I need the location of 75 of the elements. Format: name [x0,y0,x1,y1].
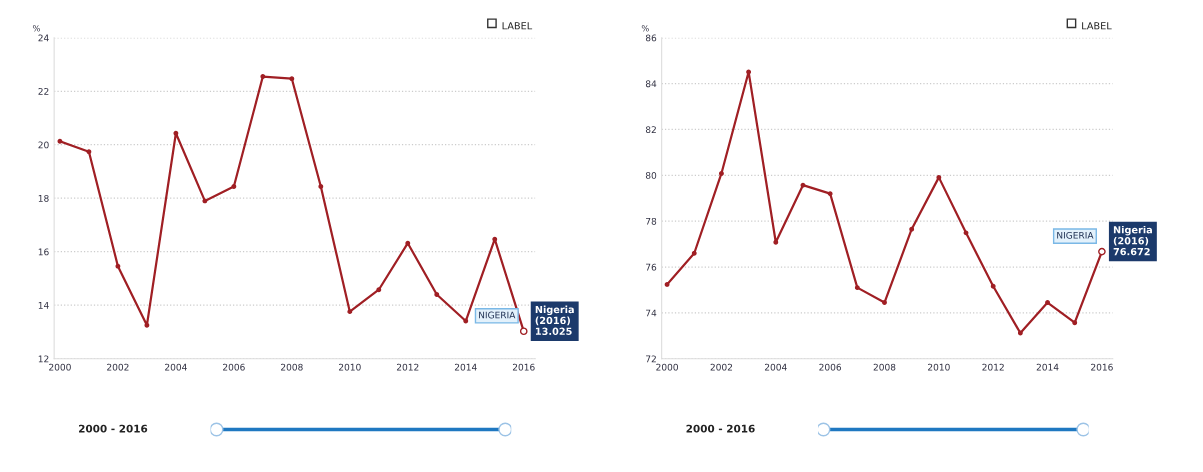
x-tick-label: 2008 [281,363,303,371]
point [773,239,779,245]
point [909,226,915,232]
x-tick-label: 2012 [396,363,419,371]
x-tick-label: 2006 [819,363,842,371]
y-tick-label: 76 [646,263,657,271]
x-tick-label: 2010 [338,363,361,371]
y-axis-title: % [32,25,40,32]
annotation: NIGERIA [1057,231,1094,239]
x-tick-label: 2000 [656,363,678,371]
point [376,287,382,293]
y-tick-label: 82 [645,126,656,134]
annotation: NIGERIA [479,311,516,319]
point [936,174,942,180]
point [231,184,237,189]
x-tick-label: 2014 [454,363,477,371]
point [57,138,63,144]
point [719,171,724,176]
x-tick-label: 2000 [49,363,71,371]
text: Nigeria (2016) 76.672 [1113,225,1152,256]
y-tick-label: 24 [38,34,49,42]
y-tick-label: 74 [646,309,657,317]
point [434,292,440,297]
x-tick-label: 2002 [107,363,129,371]
y-tick-label: 80 [645,172,657,179]
y-axis-title: % [641,25,649,32]
x-tick-label: 2012 [982,363,1004,371]
point [405,240,411,246]
point [963,230,969,236]
x-tick-label: 2016 [512,363,535,371]
point [492,236,498,242]
point [1072,320,1078,326]
text: Nigeria (2016) 13.025 [535,305,574,335]
y-tick-label: 16 [38,248,49,256]
y-tick-label: 72 [646,355,656,363]
text: 2000 - 2016 [79,424,148,433]
y-tick-label: 84 [645,80,657,88]
point [115,263,121,269]
point [990,283,996,289]
y-tick-label: 78 [646,217,657,225]
point [746,69,752,75]
x-tick-label: 2014 [1036,363,1059,371]
text: LABEL [502,22,533,30]
y-tick-label: 14 [38,302,49,309]
point [827,191,833,197]
y-tick-label: 22 [38,87,49,95]
x-tick-label: 2006 [223,363,245,371]
text: 2000 - 2016 [686,424,755,433]
point [664,282,670,287]
point [260,74,266,79]
y-tick-label: 12 [38,355,49,363]
x-tick-label: 2004 [764,363,787,371]
point [347,309,353,315]
point [202,198,208,204]
point [318,184,324,189]
point [289,76,295,82]
y-tick-label: 20 [38,141,49,149]
x-tick-label: 2002 [710,363,733,371]
point [173,130,179,136]
point [691,250,697,256]
x-tick-label: 2004 [165,363,187,371]
point [86,149,92,155]
x-tick-label: 2016 [1091,363,1113,371]
x-tick-label: 2010 [928,363,950,371]
y-tick-label: 18 [38,194,49,202]
point [854,285,860,291]
x-tick-label: 2008 [873,363,896,371]
point [144,322,150,328]
point [800,182,806,188]
point [463,318,469,324]
point [1017,330,1023,336]
point [882,300,887,305]
text: LABEL [1082,22,1112,30]
point [1045,300,1050,305]
y-tick-label: 86 [645,34,657,42]
